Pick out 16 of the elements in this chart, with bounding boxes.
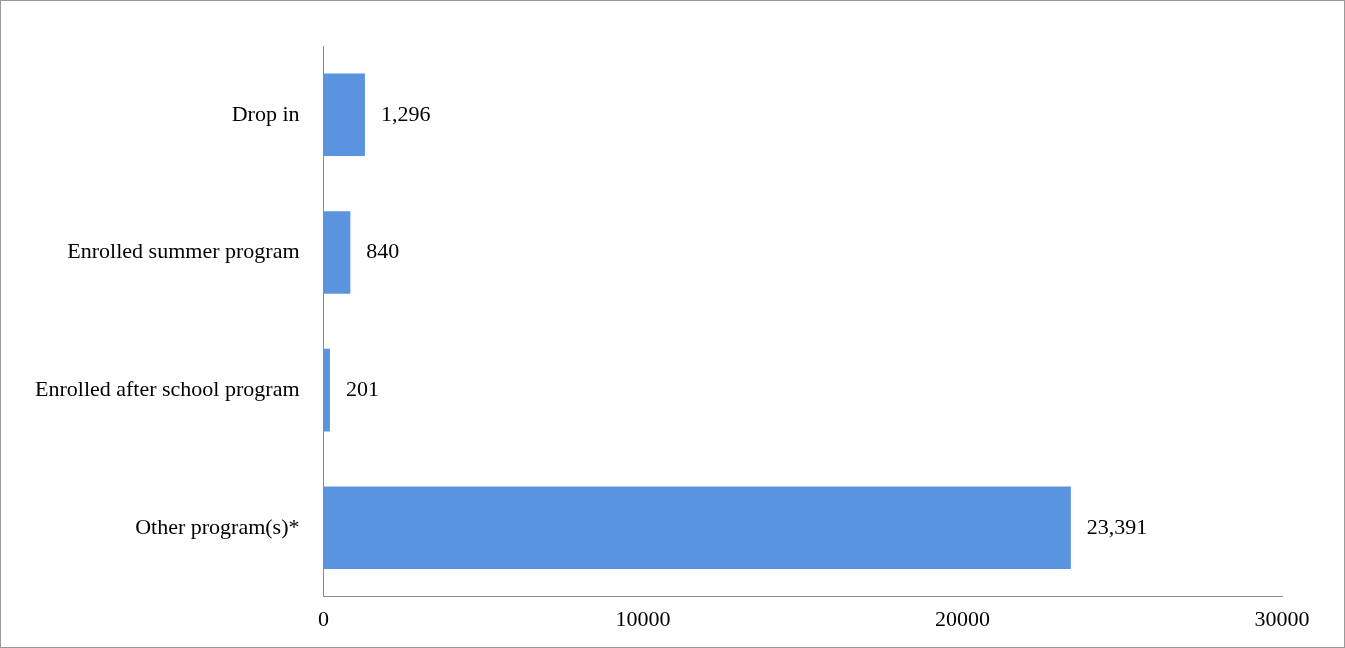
x-tick-label: 30000: [1254, 605, 1310, 631]
data-label: 1,296: [380, 100, 431, 126]
y-tick-label: Enrolled after school program: [35, 375, 300, 401]
bar: [323, 211, 351, 294]
data-label: 201: [345, 375, 379, 401]
bar: [323, 348, 330, 432]
y-tick-label: Other program(s)*: [135, 513, 300, 539]
bar: [323, 486, 1071, 570]
y-tick-label: Enrolled summer program: [67, 238, 300, 264]
data-label: 23,391: [1086, 513, 1148, 539]
data-label: 840: [366, 238, 400, 264]
bar: [323, 73, 365, 157]
y-tick-label: Drop in: [231, 100, 300, 126]
x-tick-label: 0: [318, 605, 330, 631]
x-tick-label: 10000: [615, 605, 671, 631]
x-tick-label: 20000: [935, 605, 991, 631]
